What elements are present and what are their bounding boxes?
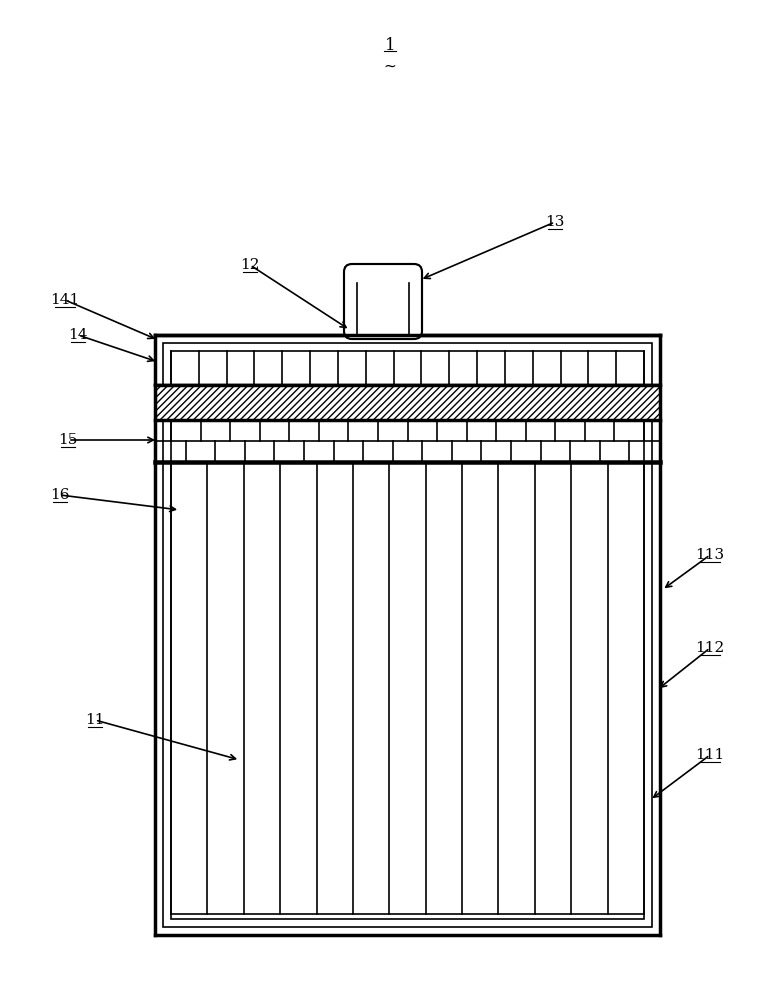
- Text: 16: 16: [50, 488, 70, 502]
- Bar: [163, 343, 652, 927]
- Text: 14: 14: [68, 328, 88, 342]
- Text: ~: ~: [384, 58, 396, 74]
- Bar: [155, 385, 660, 420]
- Bar: [171, 351, 644, 919]
- Text: 141: 141: [50, 293, 80, 307]
- Text: 13: 13: [546, 215, 565, 229]
- Text: 12: 12: [240, 258, 260, 272]
- Text: 112: 112: [695, 641, 725, 655]
- Text: 111: 111: [695, 748, 725, 762]
- Bar: [155, 335, 660, 935]
- Text: 113: 113: [695, 548, 725, 562]
- Text: 15: 15: [58, 433, 78, 447]
- Text: 1: 1: [384, 36, 395, 53]
- FancyBboxPatch shape: [344, 264, 422, 339]
- Text: 11: 11: [85, 713, 105, 727]
